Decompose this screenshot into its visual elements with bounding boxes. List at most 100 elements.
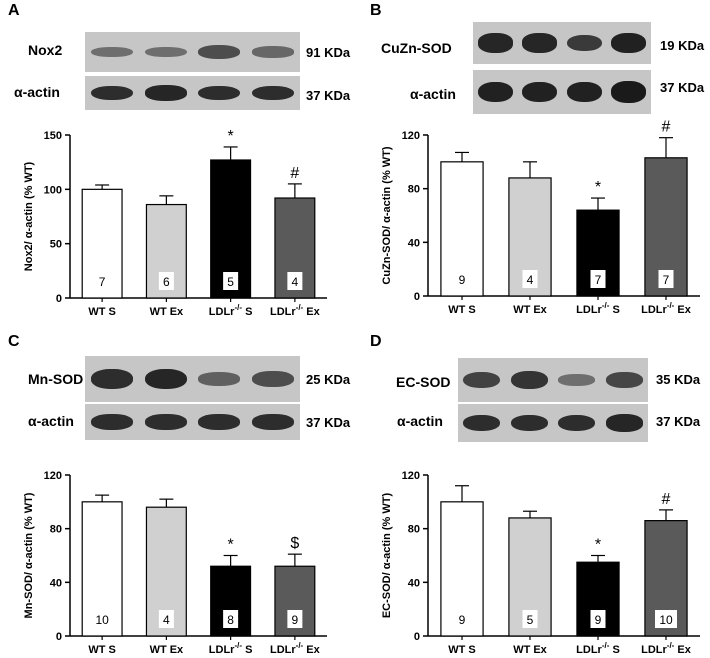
sample-size-label: 5 — [227, 275, 234, 289]
sample-size-label: 4 — [292, 275, 299, 289]
x-tick-label: WT S — [448, 644, 476, 656]
blot-protein-strip-d — [458, 358, 648, 402]
blot-band — [611, 81, 647, 103]
y-axis-label: Nox2/ α-actin (% WT) — [23, 161, 35, 271]
blot-control-size-d: 37 KDa — [656, 414, 701, 429]
blot-control-strip-b — [473, 70, 651, 114]
blot-band — [198, 45, 241, 59]
blot-band — [605, 371, 643, 389]
y-tick-label: 100 — [44, 184, 62, 196]
sample-size-label: 9 — [459, 613, 466, 627]
blot-band — [144, 414, 187, 430]
y-tick-label: 150 — [44, 130, 62, 142]
blot-control-label-a: α-actin — [14, 84, 60, 100]
sample-size-label: 9 — [292, 613, 299, 627]
n-box — [454, 610, 470, 628]
blot-band — [198, 85, 241, 101]
blot-band — [252, 370, 295, 388]
panel-letter-c: C — [8, 333, 20, 350]
n-box — [223, 272, 239, 290]
blot-band — [605, 414, 643, 432]
y-tick-label: 80 — [408, 184, 420, 196]
n-box — [522, 610, 538, 628]
y-tick-label: 120 — [402, 130, 420, 142]
blot-protein-label-b: CuZn-SOD — [381, 40, 452, 56]
blot-band — [90, 46, 133, 58]
significance-mark: # — [662, 119, 671, 136]
y-axis-label: EC-SOD/ α-actin (% WT) — [381, 493, 393, 619]
sample-size-label: 7 — [99, 275, 106, 289]
significance-mark: * — [228, 128, 234, 145]
panel-letter-d: D — [370, 333, 382, 350]
blot-band — [198, 414, 241, 430]
significance-mark: $ — [290, 535, 299, 552]
sample-size-label: 7 — [663, 273, 670, 287]
blot-band — [477, 33, 513, 53]
blot-band — [252, 46, 295, 58]
y-tick-label: 40 — [408, 577, 420, 589]
sample-size-label: 4 — [527, 273, 534, 287]
blot-band — [558, 414, 596, 432]
blot-protein-strip-a — [85, 32, 300, 72]
y-axis-label: Mn-SOD/ α-actin (% WT) — [23, 492, 35, 618]
significance-mark: # — [662, 491, 671, 508]
panel-letter-a: A — [8, 2, 20, 19]
x-tick-label: LDLr-/- S — [576, 641, 620, 656]
x-tick-label: LDLr-/- S — [576, 301, 620, 316]
significance-mark: # — [290, 165, 299, 182]
blot-control-size-b: 37 KDa — [660, 80, 705, 95]
blot-band — [558, 374, 596, 386]
blot-band — [463, 414, 501, 432]
x-tick-label: WT Ex — [513, 304, 547, 316]
blot-protein-size-d: 35 KDa — [656, 372, 701, 387]
sample-size-label: 10 — [95, 613, 109, 627]
n-box — [158, 610, 174, 628]
blot-control-strip-c — [85, 404, 300, 440]
blot-band — [522, 33, 558, 53]
blot-band — [522, 81, 558, 103]
blot-band — [566, 81, 602, 103]
blot-band — [510, 370, 548, 390]
significance-mark: * — [595, 179, 601, 196]
sample-size-label: 8 — [227, 613, 234, 627]
sample-size-label: 5 — [527, 613, 534, 627]
blot-band — [611, 33, 647, 53]
blot-band — [252, 414, 295, 430]
blot-control-size-c: 37 KDa — [306, 415, 351, 430]
n-box — [658, 270, 674, 288]
x-tick-label: LDLr-/- S — [209, 303, 253, 318]
blot-band — [510, 414, 548, 432]
blot-protein-size-a: 91 KDa — [306, 45, 351, 60]
blot-band — [144, 85, 187, 101]
n-box — [223, 610, 239, 628]
significance-mark: * — [595, 537, 601, 554]
blot-protein-label-d: EC-SOD — [396, 374, 451, 390]
blot-band — [90, 368, 133, 390]
n-box — [590, 270, 606, 288]
blot-control-label-d: α-actin — [397, 413, 443, 429]
blot-band — [477, 81, 513, 103]
blot-protein-size-b: 19 KDa — [660, 38, 705, 53]
blot-protein-label-c: Mn-SOD — [28, 371, 84, 387]
y-tick-label: 80 — [50, 524, 62, 536]
y-tick-label: 0 — [56, 293, 62, 305]
n-box — [655, 610, 677, 628]
blot-band — [198, 372, 241, 386]
n-box — [158, 272, 174, 290]
n-box — [91, 610, 114, 628]
sample-size-label: 10 — [659, 613, 673, 627]
sample-size-label: 4 — [163, 613, 170, 627]
blot-control-label-b: α-actin — [410, 86, 456, 102]
blot-band — [566, 34, 602, 52]
blot-control-strip-a — [85, 76, 300, 110]
significance-mark: * — [228, 537, 234, 554]
sample-size-label: 6 — [163, 275, 170, 289]
y-tick-label: 40 — [408, 237, 420, 249]
y-tick-label: 50 — [50, 239, 62, 251]
blot-protein-size-c: 25 KDa — [306, 372, 351, 387]
x-tick-label: LDLr-/- Ex — [270, 641, 321, 656]
